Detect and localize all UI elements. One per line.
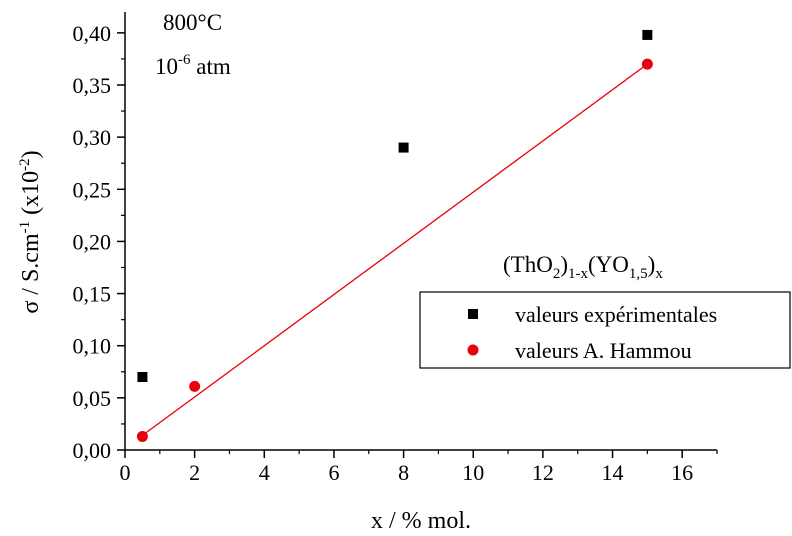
y-axis-title: σ / S.cm-1 (x10-2) xyxy=(17,150,44,313)
x-tick-label: 0 xyxy=(120,460,131,485)
legend-marker-square xyxy=(468,309,478,319)
point-hammou xyxy=(189,380,201,392)
y-tick-label: 0,35 xyxy=(73,73,112,98)
point-experimental xyxy=(137,372,148,382)
x-tick-label: 4 xyxy=(259,460,270,485)
y-tick-label: 0,30 xyxy=(73,125,112,150)
y-axis-title-sup1: -1 xyxy=(17,221,33,234)
pressure-annotation: 10-6 atm xyxy=(155,52,231,79)
y-axis-title-end: ) xyxy=(18,150,44,158)
legend-label-hammou: valeurs A. Hammou xyxy=(515,338,692,363)
y-tick-label: 0,15 xyxy=(73,282,112,307)
y-axis-title-sup2: -2 xyxy=(17,158,33,171)
point-hammou xyxy=(136,430,148,442)
y-axis-title-mid: (x10 xyxy=(18,171,44,221)
fit-line-group xyxy=(142,63,648,436)
x-tick-label: 16 xyxy=(671,460,693,485)
y-tick-label: 0,40 xyxy=(73,21,112,46)
y-tick-label: 0,05 xyxy=(73,386,112,411)
x-tick-label: 10 xyxy=(462,460,484,485)
y-tick-label: 0,25 xyxy=(73,177,112,202)
x-tick-label: 6 xyxy=(328,460,339,485)
pressure-unit: atm xyxy=(191,54,231,79)
y-axis-title-base: σ / S.cm xyxy=(18,233,44,314)
data-points xyxy=(136,29,653,442)
pressure-exponent: -6 xyxy=(178,52,191,68)
pressure-base: 10 xyxy=(155,54,178,79)
x-tick-label: 12 xyxy=(532,460,554,485)
x-axis-title: x / % mol. xyxy=(371,508,471,534)
point-hammou xyxy=(641,58,653,70)
point-experimental xyxy=(398,142,409,153)
formula-annotation: (ThO2)1-x(YO1,5)x xyxy=(503,252,663,282)
legend: valeurs expérimentales valeurs A. Hammou xyxy=(419,291,791,369)
axis-ticks: 0 2 4 6 8 10 12 14 16 0,00 0,05 0,10 0,15 0,20 0,25 0,3… xyxy=(73,21,718,485)
y-tick-label: 0,10 xyxy=(73,334,112,359)
legend-box xyxy=(419,291,791,369)
legend-label-experimental: valeurs expérimentales xyxy=(515,302,717,327)
temperature-annotation: 800°C xyxy=(163,10,222,35)
point-experimental xyxy=(642,29,653,40)
x-tick-label: 14 xyxy=(602,460,624,485)
x-tick-label: 8 xyxy=(398,460,409,485)
y-tick-label: 0,20 xyxy=(73,229,112,254)
legend-marker-circle xyxy=(467,344,479,356)
y-tick-label: 0,00 xyxy=(73,438,112,463)
fit-line xyxy=(142,63,648,436)
x-tick-label: 2 xyxy=(189,460,200,485)
